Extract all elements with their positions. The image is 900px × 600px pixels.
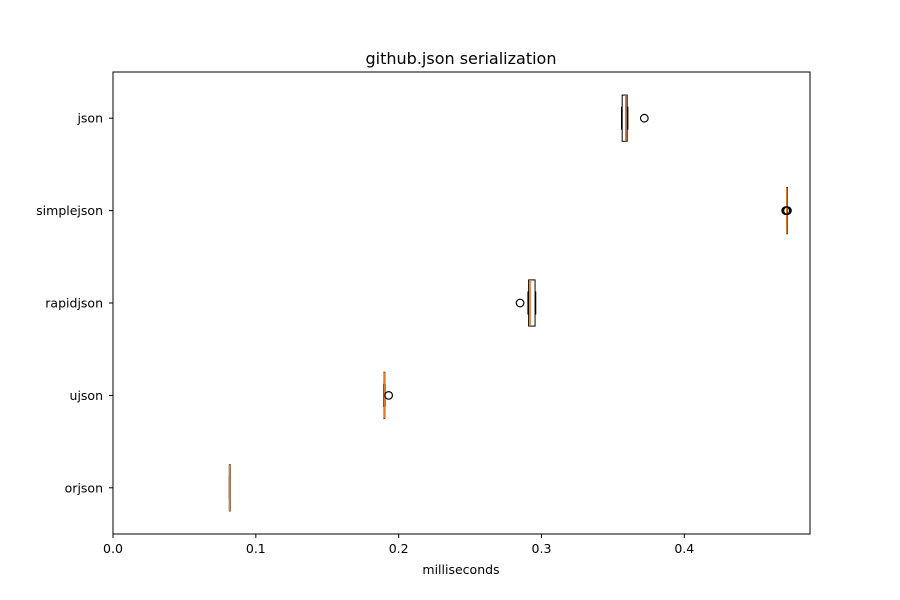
x-tick-label: 0.0 [103,541,123,556]
x-tick-label: 0.2 [389,541,409,556]
x-tick-label: 0.3 [532,541,552,556]
y-tick-label: rapidjson [45,296,103,311]
chart-marks [228,94,792,512]
y-tick-label: simplejson [36,203,103,218]
box-simplejson [781,187,792,235]
y-tick-label: ujson [70,388,103,403]
y-axis-ticks: orjson ujson rapidjson simplejson json [36,111,113,495]
x-tick-label: 0.1 [246,541,266,556]
flier-point [639,113,649,123]
iqr-box [621,94,628,142]
box-orjson [228,464,231,512]
y-tick-label: json [76,111,103,126]
plot-area-frame [112,71,811,535]
box-ujson [383,371,394,419]
box-json [620,94,649,142]
box-rapidjson [515,279,537,327]
chart-title: github.json serialization [366,49,557,68]
iqr-box [528,279,536,327]
flier-point [783,206,792,216]
x-tick-label: 0.4 [674,541,694,556]
flier-point [515,298,525,308]
flier-point [384,391,394,400]
x-axis-label: milliseconds [422,562,499,577]
y-tick-label: orjson [65,480,103,495]
x-axis-ticks: 0.0 0.1 0.2 0.3 0.4 [103,534,694,556]
